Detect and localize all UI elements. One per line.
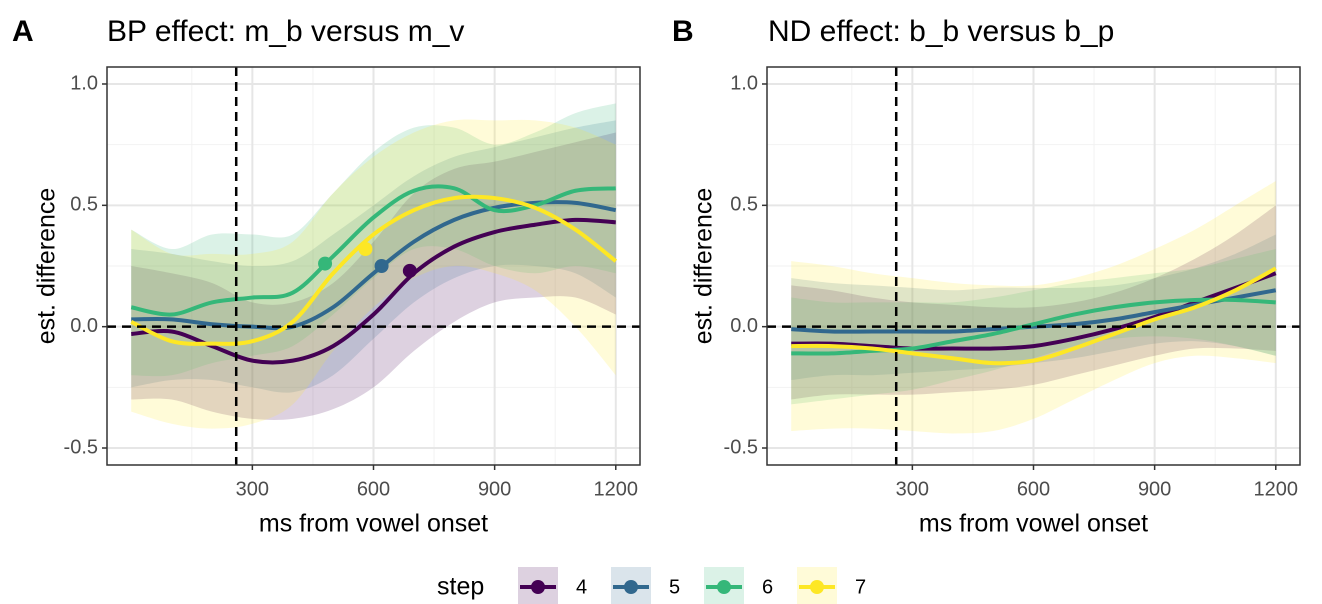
x-axis-title: ms from vowel onset: [259, 510, 488, 538]
confidence-band: [131, 132, 616, 420]
legend-key-marker: [531, 580, 545, 594]
y-tick-label: -0.5: [724, 436, 758, 458]
series-marker: [374, 259, 389, 273]
confidence-band: [791, 234, 1276, 381]
legend-label: 4: [576, 576, 587, 598]
legend-key-marker: [717, 580, 731, 594]
chart-title: BP effect: m_b versus m_v: [107, 15, 464, 48]
x-tick-label: 900: [1138, 478, 1171, 500]
confidence-band: [131, 103, 616, 377]
confidence-band: [791, 181, 1276, 434]
y-axis-title: est. difference: [690, 188, 718, 345]
chart-title: ND effect: b_b versus b_p: [768, 15, 1114, 48]
series-line: [791, 297, 1276, 356]
confidence-band: [791, 205, 1276, 400]
y-tick-label: 0.0: [730, 315, 758, 337]
plot-border: [106, 66, 641, 466]
plot-border: [766, 66, 1301, 466]
series-line: [791, 271, 1277, 351]
panel-label: A: [12, 15, 34, 48]
series-marker: [358, 242, 373, 257]
x-axis-title: ms from vowel onset: [919, 510, 1148, 538]
x-tick-label: 1200: [1254, 478, 1299, 500]
series-line: [791, 266, 1277, 366]
panel-label: B: [672, 15, 694, 48]
y-tick-label: 0.5: [70, 194, 98, 216]
legend-title: step: [437, 573, 484, 601]
legend-key-marker: [624, 580, 638, 594]
legend-key-marker: [810, 580, 824, 594]
series-marker: [318, 256, 333, 271]
x-tick-label: 600: [357, 478, 390, 500]
y-tick-label: 1.0: [730, 72, 758, 94]
y-tick-label: -0.5: [64, 436, 98, 458]
confidence-band: [131, 120, 616, 393]
series-marker: [402, 263, 417, 278]
legend-label: 5: [669, 576, 680, 598]
series-line: [130, 184, 616, 317]
legend-label: 7: [855, 576, 866, 598]
legend-label: 6: [762, 576, 773, 598]
x-tick-label: 600: [1017, 478, 1050, 500]
series-line: [131, 217, 616, 365]
series-line: [131, 200, 617, 331]
x-tick-label: 300: [236, 478, 269, 500]
y-tick-label: 1.0: [70, 72, 98, 94]
y-tick-label: 0.0: [70, 315, 98, 337]
series-line: [130, 194, 618, 346]
y-axis-title: est. difference: [33, 188, 61, 345]
x-tick-label: 1200: [594, 478, 639, 500]
x-tick-label: 300: [896, 478, 929, 500]
x-tick-label: 900: [478, 478, 511, 500]
y-tick-label: 0.5: [730, 194, 758, 216]
series-line: [791, 288, 1277, 334]
